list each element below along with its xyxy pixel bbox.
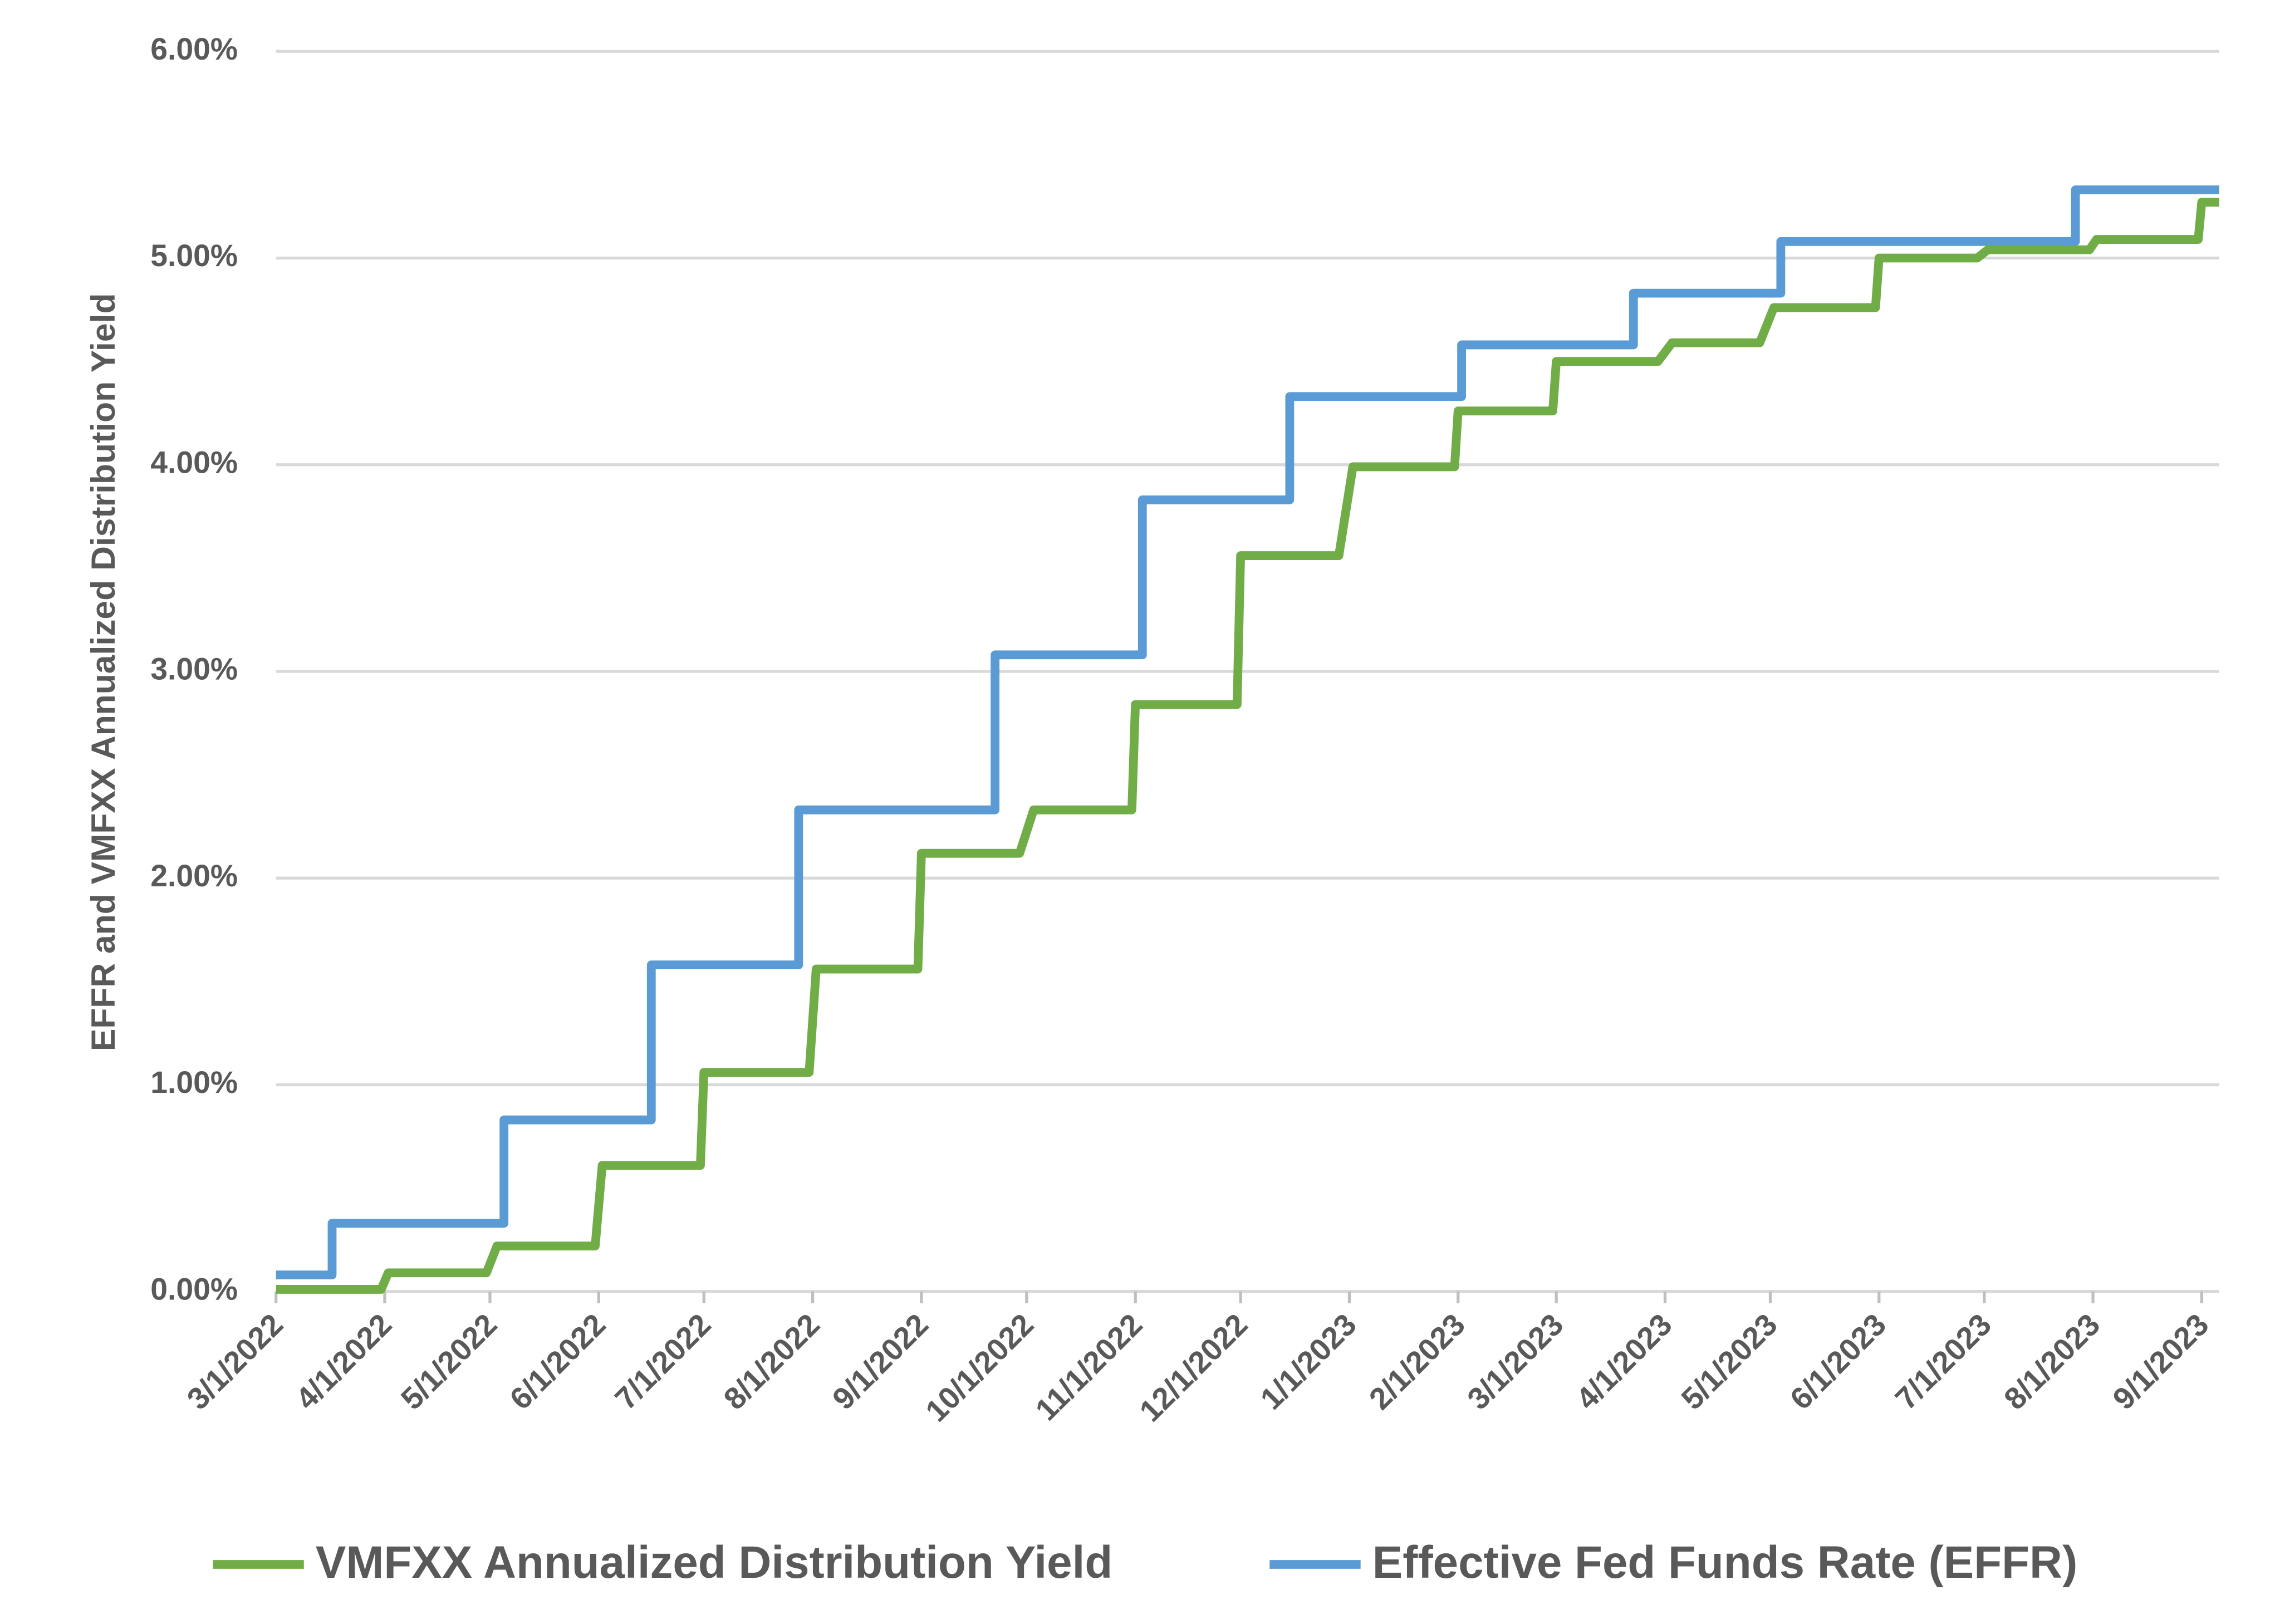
x-tick-label: 3/1/2022 xyxy=(180,1307,290,1416)
x-tick-label: 9/1/2022 xyxy=(826,1307,935,1416)
x-tick-label: 1/1/2023 xyxy=(1254,1307,1363,1416)
x-tick-label: 4/1/2022 xyxy=(289,1307,398,1416)
x-tick-label: 6/1/2022 xyxy=(503,1307,612,1416)
series-line xyxy=(276,185,2219,1279)
y-tick-label: 3.00% xyxy=(150,652,238,686)
legend-label: VMFXX Annualized Distribution Yield xyxy=(316,1537,1112,1588)
series-line xyxy=(276,198,2219,1294)
x-tick-label: 8/1/2023 xyxy=(1997,1307,2106,1416)
x-tick-label: 12/1/2022 xyxy=(1133,1307,1254,1429)
x-tick-label: 2/1/2023 xyxy=(1362,1307,1472,1416)
y-tick-label: 4.00% xyxy=(150,445,238,479)
x-tick-label: 6/1/2023 xyxy=(1783,1307,1892,1416)
x-tick-label: 10/1/2022 xyxy=(919,1307,1040,1429)
x-tick-label: 7/1/2023 xyxy=(1889,1307,1998,1416)
y-tick-label: 1.00% xyxy=(150,1065,238,1100)
y-tick-label: 0.00% xyxy=(150,1272,238,1306)
y-tick-label: 6.00% xyxy=(150,32,238,66)
y-axis-label: EFFR and VMFXX Annualized Distribution Y… xyxy=(84,293,122,1052)
x-tick-label: 8/1/2022 xyxy=(717,1307,826,1416)
x-tick-label: 4/1/2023 xyxy=(1570,1307,1679,1416)
y-tick-label: 5.00% xyxy=(150,238,238,273)
legend-label: Effective Fed Funds Rate (EFFR) xyxy=(1372,1537,2078,1588)
x-tick-label: 3/1/2023 xyxy=(1460,1307,1570,1416)
x-tick-label: 5/1/2023 xyxy=(1675,1307,1784,1416)
x-tick-label: 5/1/2022 xyxy=(394,1307,503,1416)
x-tick-label: 7/1/2022 xyxy=(608,1307,717,1416)
y-tick-label: 2.00% xyxy=(150,858,238,893)
x-tick-label: 11/1/2022 xyxy=(1029,1307,1149,1427)
x-tick-label: 9/1/2023 xyxy=(2106,1307,2215,1416)
